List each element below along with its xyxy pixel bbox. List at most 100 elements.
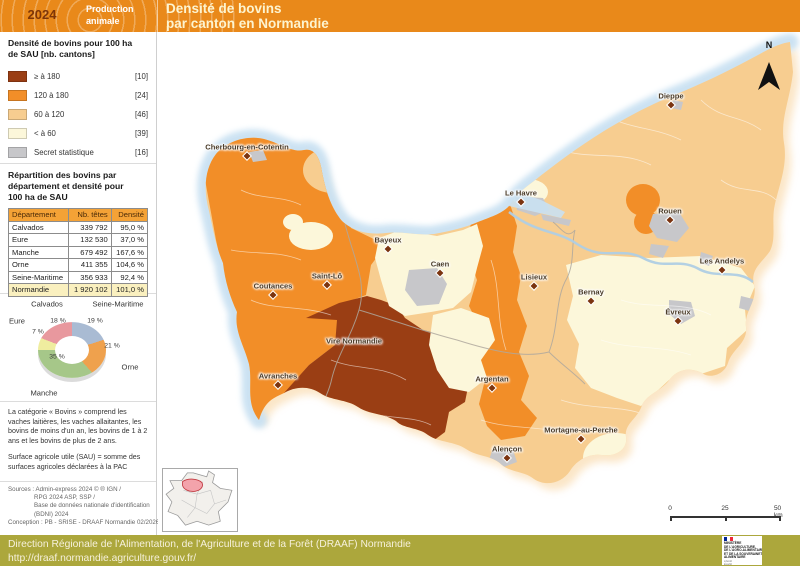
table-total-cell: 101,0 % [110,283,149,297]
header-category: Production animale [86,4,156,27]
header-category-line1: Production [86,4,134,14]
donut-chart [38,322,106,378]
sources-line3: Base de données nationale d'identificati… [34,502,150,510]
table-total-cell: 1 920 102 [68,283,112,297]
region-rouen-orange-1 [626,184,660,216]
table-cell: 679 492 [68,245,112,259]
table-title-line2: département et densité pour [8,181,124,191]
table-title-line3: 100 ha de SAU [8,192,68,202]
table-cell: 339 792 [68,220,112,234]
seine-river [508,211,754,283]
donut-segment-label: Manche [30,388,58,398]
france-outline [165,470,233,526]
sources-section: Sources : Admin-express 2024 © ® IGN / R… [0,482,159,535]
scale-tick-0 [670,516,672,521]
header-separator [157,0,158,32]
ministry-motto: LibertéÉgalitéFraternité [724,560,760,566]
donut-hole [55,336,89,364]
donut-segment-label: Seine-Maritime [92,299,144,309]
note-bovins-definition: La catégorie « Bovins » comprend les vac… [8,408,148,445]
ministry-text-line: ET DE LA SOUVERAINETÉ [724,551,762,556]
legend-item-count: [46] [134,110,148,119]
donut-segment-label: Eure [8,316,26,326]
scale-tick-50 [779,516,781,521]
legend-item: ≥ à 180 [10] [8,67,148,86]
legend-item: Secret statistique [16] [8,143,148,162]
legend-item-count: [39] [134,129,148,138]
legend-item-label: Secret statistique [34,148,94,157]
sources-line1: Sources : Admin-express 2024 © ® IGN / [8,486,121,493]
table-row: Calvados 339 792 95,0 % [7,220,149,234]
donut-segment-value: 7 % [32,328,44,336]
north-label: N [765,40,773,50]
legend-title-line1: Densité de bovins pour 100 ha [8,38,133,48]
ministry-text-line: MINISTÈRE [724,541,742,545]
table-cell: Calvados [7,220,70,234]
french-flag-icon [724,537,733,541]
table-row: Seine-Maritime 356 933 92,4 % [7,270,149,284]
legend-item-label: ≥ à 180 [34,72,60,81]
table-cell: 167,6 % [110,245,149,259]
table-section: Répartition des bovins par département e… [0,164,156,297]
ministry-motto-line: Égalité [724,562,732,566]
footer-url-link[interactable]: http://draaf.normandie.agriculture.gouv.… [8,552,197,564]
ministry-text-line: ALIMENTAIRE [724,555,746,559]
table-title: Répartition des bovins par département e… [8,170,148,203]
north-indicator: N [756,40,782,50]
ministry-text: MINISTÈRE DE L'AGRICULTURE, DE L'AGRO-ALIM… [724,541,762,560]
ministry-motto-line: Liberté [724,559,732,563]
france-inset-map [162,468,238,532]
footer-text: Direction Régionale de l'Alimentation, d… [8,538,411,565]
ministry-logo: MINISTÈRE DE L'AGRICULTURE, DE L'AGRO-ALIM… [722,536,762,565]
table-header-cell: Densité [110,208,149,222]
legend-swatch [8,71,27,82]
legend-swatch [8,128,27,139]
ministry-text-line: DE L'AGRO-ALIMENTAIRE [724,548,762,552]
table-cell: 37,0 % [110,233,149,247]
region-auge-orange [467,204,537,440]
legend-swatch [8,147,27,158]
table-cell: 104,6 % [110,258,149,272]
region-falaise-pale [429,308,495,392]
north-arrow [758,62,780,90]
legend-item-count: [10] [134,72,148,81]
table-cell: 92,4 % [110,270,149,284]
legend-item-count: [24] [134,91,148,100]
donut-segment-value: 35 % [49,353,65,361]
table-cell: 132 530 [68,233,112,247]
region-marais-pale [289,222,333,250]
notes-section: La catégorie « Bovins » comprend les vac… [0,402,156,482]
legend-item: < à 60 [39] [8,124,148,143]
normandy-highlight [182,478,203,492]
scale-bar: 0 25 50 km [666,505,784,527]
legend-item-label: < à 60 [34,129,56,138]
table-title-line1: Répartition des bovins par [8,170,117,180]
donut-chart-section: Seine-Maritime 19 % Orne 21 % Manche 35 % Eure… [0,294,156,402]
table-row: Orne 411 355 104,6 % [7,258,149,272]
legend-item: 120 à 180 [24] [8,86,148,105]
sources-line4: (BDNI) 2024 [34,510,69,518]
donut-segment-value: 21 % [104,342,120,350]
sources-line2: RPG 2024 ASP, SSP / [34,494,95,502]
map-area: N Cherbourg-en-Cotentin Dieppe Le Havre Rou… [158,32,800,535]
table-cell: Seine-Maritime [7,270,70,284]
seine-estuary [509,192,565,218]
france-inset-svg [165,470,233,526]
region-marais-pale-2 [283,214,303,230]
donut-segment-value: 18 % [50,317,66,325]
legend-item-label: 60 à 120 [34,110,65,119]
page-title-line2: par canton en Normandie [166,16,329,31]
legend-swatch [8,109,27,120]
legend-title: Densité de bovins pour 100 ha de SAU [nb… [8,38,148,60]
header-arcs-decoration [0,0,240,32]
region-eure-pale [566,255,755,406]
sidebar: Densité de bovins pour 100 ha de SAU [nb… [0,32,159,535]
note-sau-definition: Surface agricole utile (SAU) = somme des… [8,453,141,471]
header-category-line2: animale [86,15,120,26]
page-title: Densité de bovins par canton en Normandi… [166,1,329,31]
table-cell: 411 355 [68,258,112,272]
table-cell: Manche [7,245,70,259]
france-region-borders [181,481,227,518]
scale-end-label: 50 km [773,505,783,519]
